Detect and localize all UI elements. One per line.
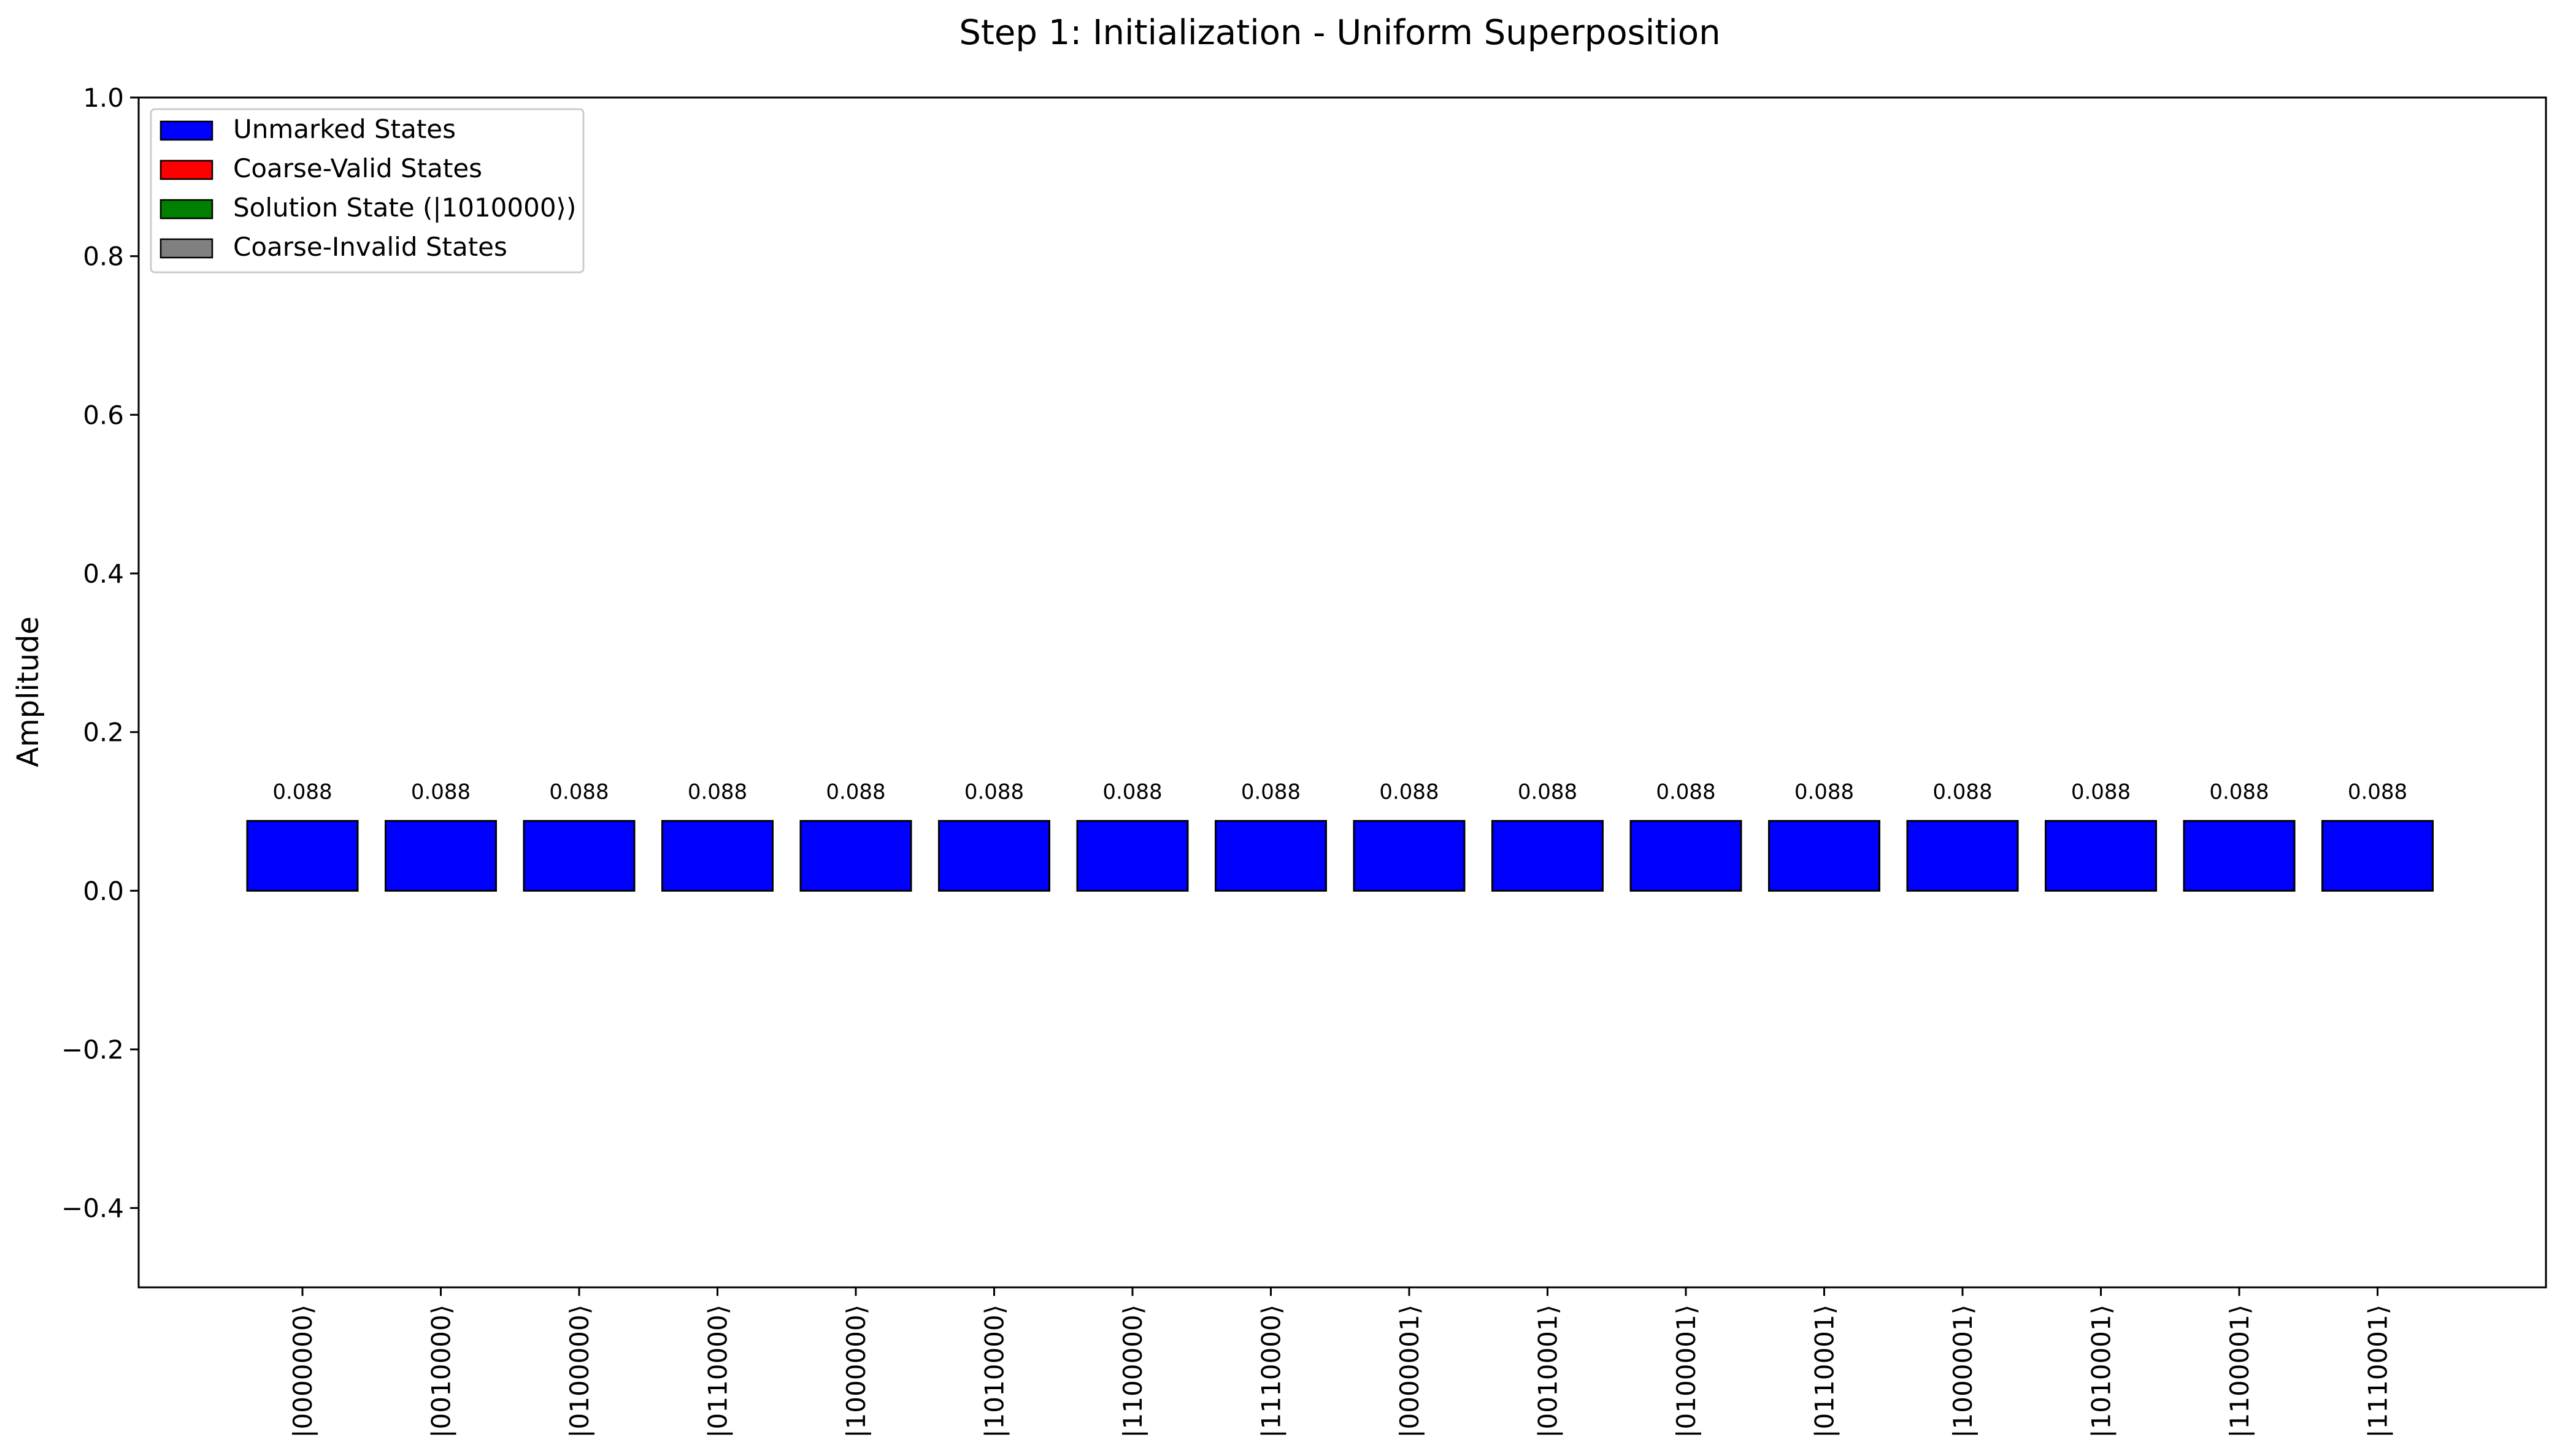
bar xyxy=(523,820,636,892)
bar-value-label: 0.088 xyxy=(2071,780,2131,805)
bar-value-label: 0.088 xyxy=(2209,780,2269,805)
bar-value-label: 0.088 xyxy=(1241,780,1301,805)
bar xyxy=(1491,820,1604,892)
x-tick-label: |1110001⟩ xyxy=(2363,1305,2393,1438)
y-tick-label: 0.0 xyxy=(83,876,124,906)
bar xyxy=(246,820,359,892)
y-tick-label: −0.4 xyxy=(61,1194,124,1224)
legend-label: Coarse-Invalid States xyxy=(233,232,507,262)
x-tick-label: |1000000⟩ xyxy=(841,1305,871,1438)
x-tick-label: |1010000⟩ xyxy=(980,1305,1010,1438)
bar-value-label: 0.088 xyxy=(2348,780,2407,805)
legend-box xyxy=(150,108,585,274)
bar xyxy=(661,820,774,892)
x-tick-label: |0010000⟩ xyxy=(426,1305,456,1438)
legend-label: Unmarked States xyxy=(233,114,456,144)
bar-value-label: 0.088 xyxy=(1794,780,1854,805)
bar-value-label: 0.088 xyxy=(1932,780,1992,805)
y-axis-label: Amplitude xyxy=(11,616,45,767)
legend-swatch xyxy=(160,199,213,220)
bar xyxy=(1353,820,1466,892)
y-axis-ticks: −0.4 −0.2 0.0 0.2 0.4 0.6 0.8 1.0 xyxy=(61,83,139,1224)
legend-label: Coarse-Valid States xyxy=(233,153,482,183)
bar-value-label: 0.088 xyxy=(549,780,609,805)
plot-frame xyxy=(137,96,2547,1289)
x-tick-label: |0110000⟩ xyxy=(703,1305,733,1438)
legend-swatch xyxy=(160,159,213,180)
y-tick-label: −0.2 xyxy=(61,1035,124,1065)
x-tick-label: |0010001⟩ xyxy=(1533,1305,1563,1438)
x-tick-label: |0000000⟩ xyxy=(288,1305,318,1438)
bar-value-label: 0.088 xyxy=(826,780,885,805)
y-tick-label: 0.2 xyxy=(83,718,124,748)
bar-value-label: 0.088 xyxy=(1656,780,1715,805)
bar xyxy=(1076,820,1189,892)
bar-value-label: 0.088 xyxy=(688,780,747,805)
x-tick-label: |1100001⟩ xyxy=(2224,1305,2255,1438)
y-tick-label: 0.4 xyxy=(83,559,124,589)
legend-swatch xyxy=(160,238,213,259)
bar xyxy=(799,820,912,892)
x-tick-label: |0100000⟩ xyxy=(564,1305,594,1438)
y-tick-label: 0.6 xyxy=(83,400,124,430)
bar xyxy=(1906,820,2019,892)
legend-swatch xyxy=(160,120,213,141)
legend-label: Solution State (|1010000⟩) xyxy=(233,193,576,223)
y-tick-label: 1.0 xyxy=(83,83,124,113)
bar-value-label: 0.088 xyxy=(272,780,332,805)
legend: Unmarked States Coarse-Valid States Soluti… xyxy=(150,108,585,274)
x-tick-label: |0100001⟩ xyxy=(1671,1305,1701,1438)
x-tick-label: |1000001⟩ xyxy=(1948,1305,1978,1438)
chart-title: Step 1: Initialization - Uniform Superpo… xyxy=(959,13,1720,53)
bars: 0.088 0.088 0.088 0.088 0.088 0.088 0.088 0.088… xyxy=(246,780,2434,892)
bar xyxy=(385,820,497,892)
x-tick-label: |1110000⟩ xyxy=(1256,1305,1286,1438)
bar-value-label: 0.088 xyxy=(1518,780,1577,805)
x-axis-ticks: |0000000⟩ |0010000⟩ |0100000⟩ |0110000⟩ |100… xyxy=(288,1287,2393,1438)
bar-value-label: 0.088 xyxy=(1379,780,1439,805)
bar xyxy=(2321,820,2434,892)
x-tick-label: |0110001⟩ xyxy=(1810,1305,1840,1438)
bar-value-label: 0.088 xyxy=(411,780,471,805)
bar xyxy=(1629,820,1742,892)
bar xyxy=(1768,820,1880,892)
x-tick-label: |1010001⟩ xyxy=(2086,1305,2117,1438)
x-tick-label: |0000001⟩ xyxy=(1394,1305,1425,1438)
x-tick-label: |1100000⟩ xyxy=(1118,1305,1148,1438)
bar xyxy=(2183,820,2296,892)
bar-value-label: 0.088 xyxy=(1102,780,1162,805)
bar xyxy=(1215,820,1327,892)
bar-value-label: 0.088 xyxy=(964,780,1024,805)
y-tick-label: 0.8 xyxy=(83,242,124,272)
bar xyxy=(2045,820,2157,892)
bar xyxy=(938,820,1050,892)
